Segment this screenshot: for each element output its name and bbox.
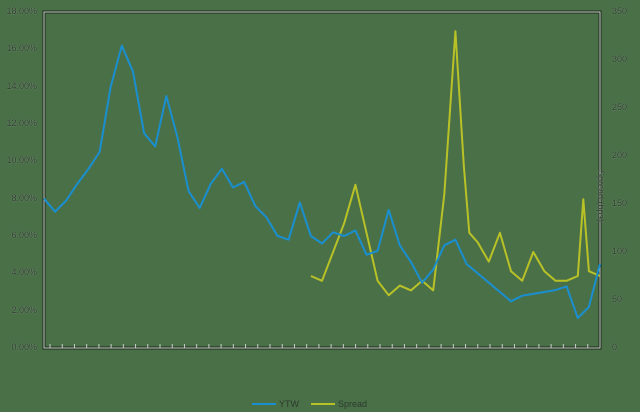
y-tick-label: 14.00% — [6, 80, 37, 91]
y-tick-label: 16.00% — [6, 43, 37, 54]
spread-swatch-icon — [311, 403, 335, 405]
y2-tick-label: 350 — [612, 6, 628, 16]
ytw-swatch-icon — [252, 403, 276, 405]
y-tick-label: 8.00% — [11, 192, 37, 203]
legend-item-spread[interactable]: Spread — [311, 399, 367, 409]
legend-item-ytw[interactable]: YTW — [252, 399, 299, 409]
y-tick-label: 12.00% — [6, 118, 37, 128]
legend-label: Spread — [338, 399, 368, 409]
legend: YTW Spread — [252, 399, 367, 409]
y-tick-label: 0.00% — [11, 342, 37, 352]
y2-tick-label: 150 — [612, 198, 628, 208]
y2-tick-label: 50 — [612, 294, 623, 304]
y2-tick-label: 0 — [612, 342, 618, 352]
y-tick-label: 6.00% — [11, 230, 37, 240]
spread-series-line — [310, 30, 601, 297]
y-tick-label: 2.00% — [11, 304, 37, 315]
y2-tick-label: 250 — [612, 102, 628, 112]
x-axis-ticks — [49, 344, 601, 348]
y-tick-label: 18.00% — [6, 6, 37, 16]
right-axis-title: Spread (bps) — [596, 170, 606, 223]
y-tick-label: 4.00% — [11, 267, 37, 278]
ytw-series-line — [43, 44, 601, 320]
y-tick-label: 10.00% — [6, 155, 37, 166]
legend-label: YTW — [279, 399, 299, 409]
y2-tick-label: 200 — [612, 150, 628, 160]
y2-tick-label: 100 — [612, 246, 628, 256]
y2-tick-label: 300 — [612, 54, 628, 64]
